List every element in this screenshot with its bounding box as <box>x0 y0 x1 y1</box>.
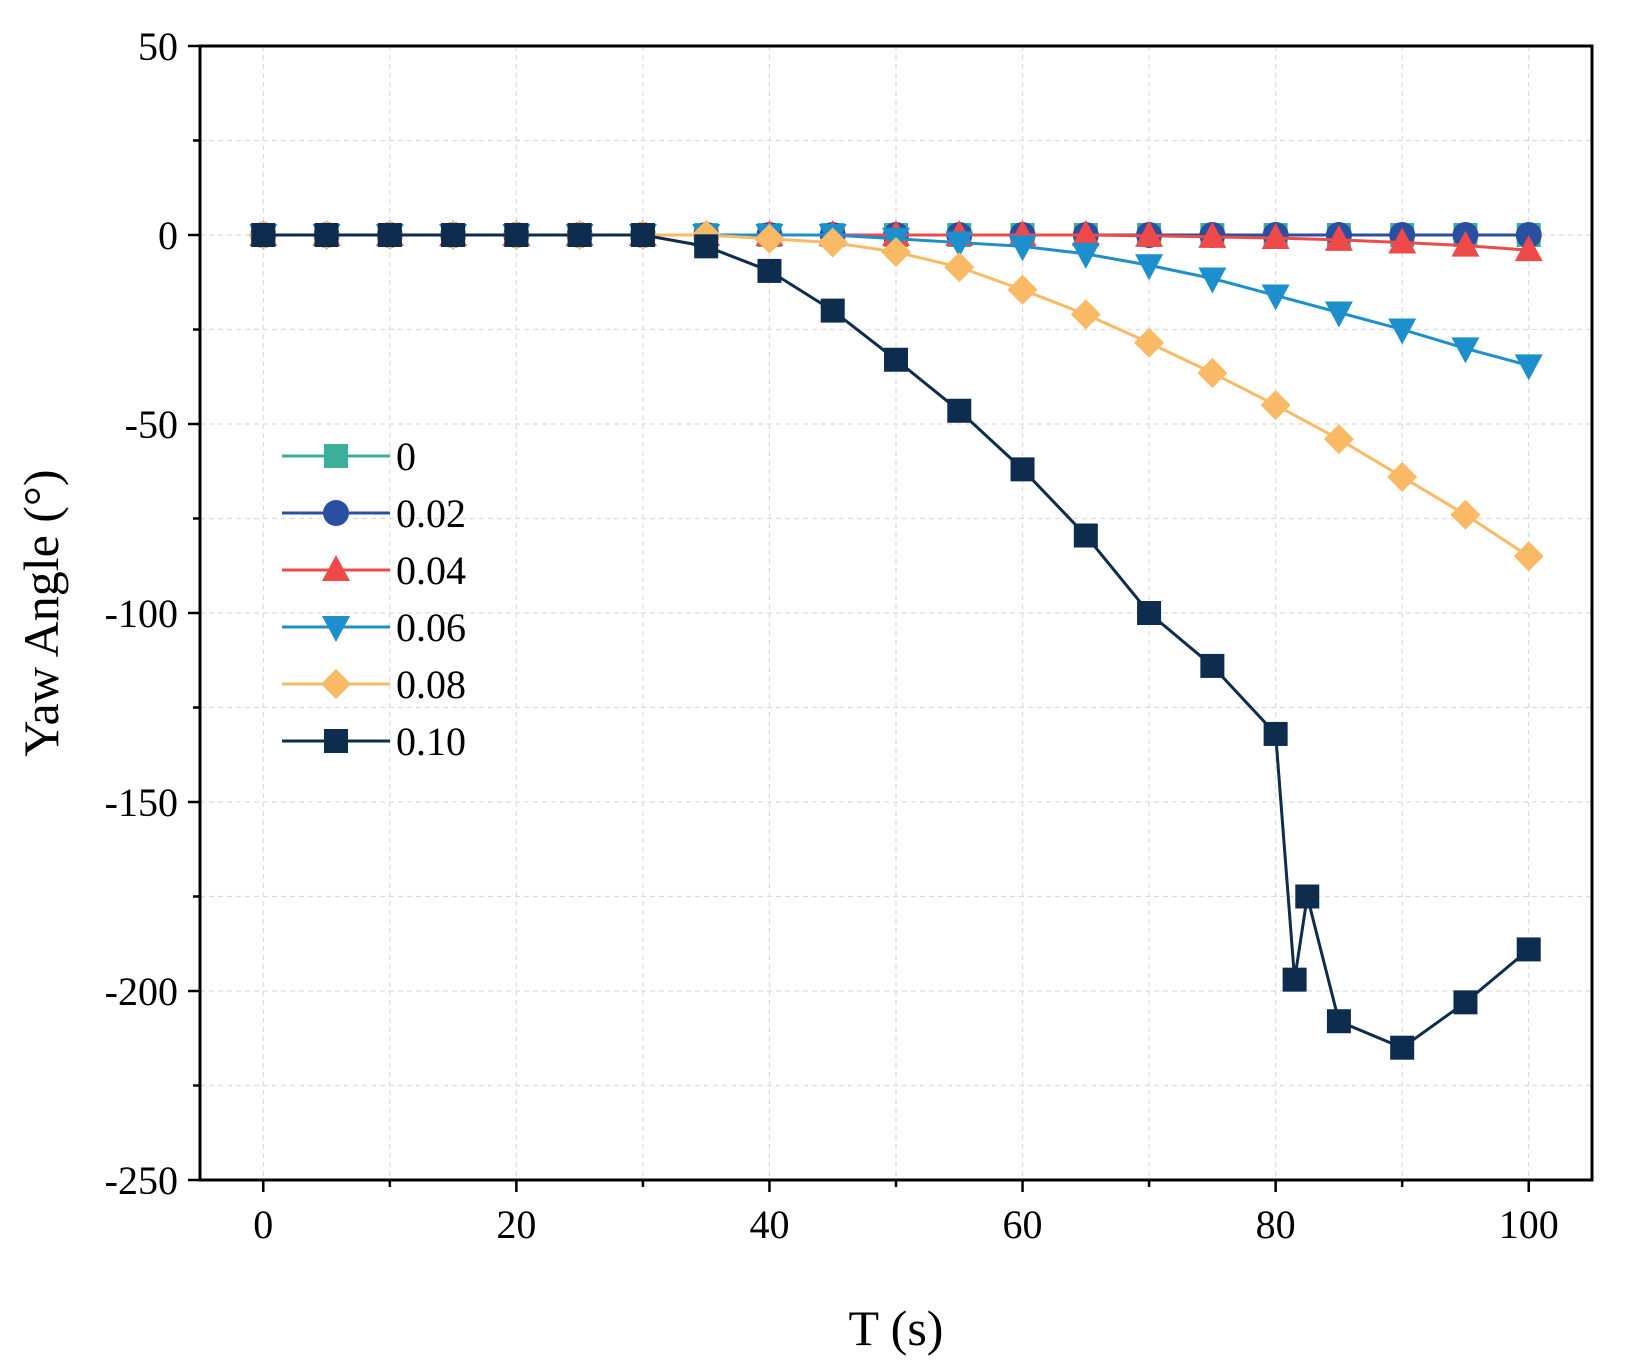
data-point <box>1198 267 1227 294</box>
legend-label: 0.06 <box>396 605 466 650</box>
y-tick-label: -100 <box>105 591 178 636</box>
data-point <box>1198 221 1227 248</box>
data-point <box>1007 274 1038 305</box>
legend-item: 0.04 <box>282 548 466 593</box>
data-point <box>1282 967 1307 992</box>
data-point <box>1263 721 1288 746</box>
data-point <box>377 223 402 247</box>
data-point <box>1134 327 1165 358</box>
data-point <box>1324 224 1353 251</box>
legend-swatch-marker <box>322 555 350 581</box>
y-tick-label: -150 <box>105 780 178 825</box>
data-point <box>1261 223 1290 250</box>
legend-label: 0.04 <box>396 548 466 593</box>
data-point <box>881 237 911 268</box>
data-point <box>1514 235 1543 262</box>
x-axis-title: T (s) <box>849 1300 944 1356</box>
data-point <box>1073 523 1098 548</box>
data-point <box>1260 390 1291 421</box>
data-point <box>1326 1009 1351 1034</box>
legend: 0 0.02 0.04 0.06 0.08 0.10 <box>282 434 466 764</box>
legend-item: 0 <box>282 434 416 479</box>
legend-label: 0.08 <box>396 662 466 707</box>
x-tick-label: 20 <box>496 1202 536 1247</box>
data-point <box>1450 499 1481 530</box>
legend-swatch-marker <box>324 729 348 753</box>
data-point <box>1514 354 1543 381</box>
data-point <box>945 231 974 258</box>
data-point <box>1387 461 1418 492</box>
data-point <box>1135 254 1164 281</box>
data-point <box>1451 337 1480 364</box>
legend-item: 0.08 <box>282 662 466 707</box>
data-point <box>757 258 782 283</box>
data-point <box>1323 424 1354 455</box>
data-point <box>1388 227 1417 254</box>
data-point <box>1071 242 1100 269</box>
y-tick-label: -200 <box>105 969 178 1014</box>
data-point <box>944 252 975 283</box>
legend-label: 0 <box>396 434 416 479</box>
legend-label: 0.02 <box>396 491 466 536</box>
data-point <box>1135 220 1164 247</box>
data-point <box>1008 235 1037 262</box>
data-point <box>504 223 529 247</box>
data-series <box>248 220 1544 1060</box>
data-point <box>884 347 908 372</box>
legend-item: 0.10 <box>282 719 466 764</box>
y-tick-label: 50 <box>138 24 178 69</box>
data-point <box>694 234 719 259</box>
data-point <box>1137 601 1162 625</box>
data-point <box>1200 653 1225 678</box>
data-point <box>314 223 339 247</box>
data-point <box>1515 222 1542 248</box>
data-point <box>1324 301 1353 328</box>
data-point <box>251 223 276 247</box>
data-point <box>1453 990 1478 1015</box>
data-point <box>1513 541 1544 572</box>
x-tick-label: 100 <box>1499 1202 1559 1247</box>
y-axis-title: Yaw Angle (°) <box>13 469 69 756</box>
legend-item: 0.02 <box>282 491 466 536</box>
legend-swatch-marker <box>321 669 351 699</box>
legend-item: 0.06 <box>282 605 466 650</box>
data-point <box>947 398 972 423</box>
data-point <box>630 223 655 247</box>
y-tick-label: 0 <box>158 213 178 258</box>
x-tick-label: 0 <box>253 1202 273 1247</box>
data-point <box>1070 299 1101 330</box>
y-tick-label: -250 <box>105 1158 178 1203</box>
data-point <box>817 227 848 258</box>
y-tick-label: -50 <box>125 402 178 447</box>
data-point <box>1295 884 1320 909</box>
legend-label: 0.10 <box>396 719 466 764</box>
legend-swatch-marker <box>322 616 350 642</box>
data-point <box>1071 220 1100 246</box>
x-tick-label: 60 <box>1003 1202 1043 1247</box>
series-0-10 <box>251 223 1541 1060</box>
data-point <box>1390 1035 1415 1060</box>
tick-labels: 0 20 40 60 80 100 50 0 -50 -100 -150 -200 -250 <box>105 24 1559 1247</box>
x-tick-label: 80 <box>1256 1202 1296 1247</box>
data-point <box>1451 230 1480 257</box>
data-point <box>1388 318 1417 345</box>
data-point <box>1197 357 1228 388</box>
data-point <box>1010 457 1035 482</box>
data-point <box>441 223 466 247</box>
data-point <box>754 223 785 254</box>
data-point <box>1261 284 1290 311</box>
data-point <box>820 298 845 323</box>
legend-swatch-marker <box>323 500 349 526</box>
data-point <box>567 223 592 247</box>
axes <box>188 44 1594 1192</box>
legend-swatch-marker <box>324 444 348 468</box>
data-point <box>1516 937 1541 962</box>
x-tick-label: 40 <box>749 1202 789 1247</box>
